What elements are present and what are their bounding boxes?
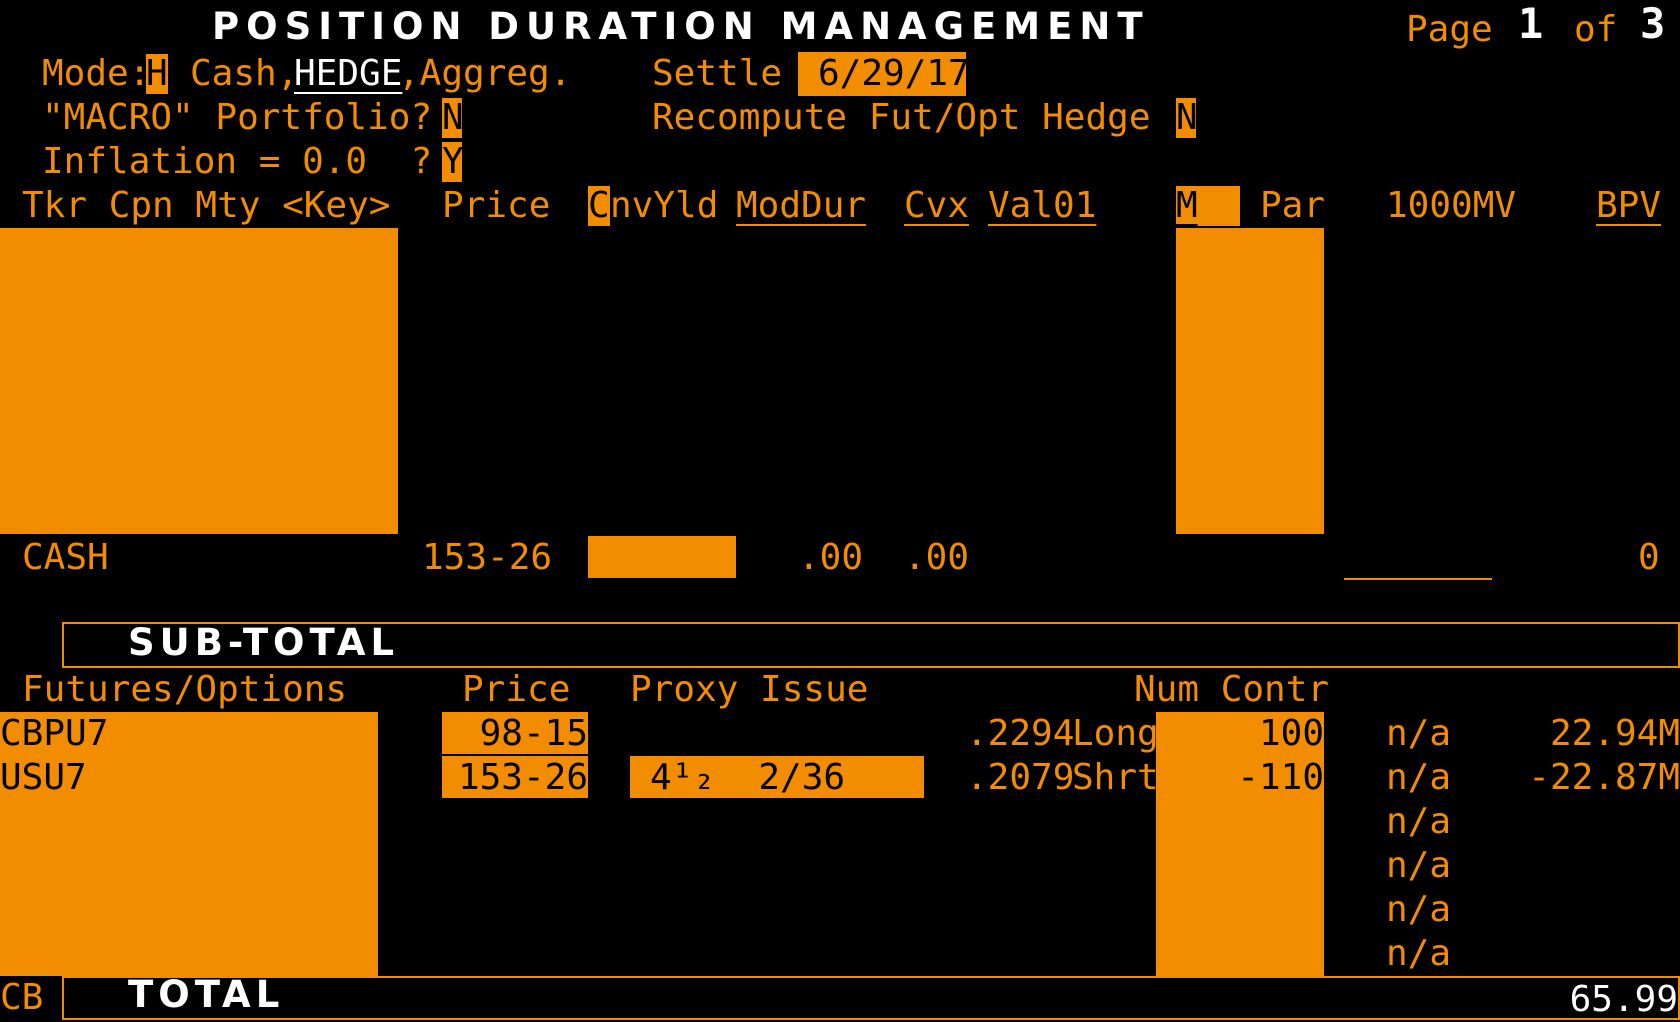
col-header-par: Par (1260, 185, 1326, 226)
page-total: 3 (1640, 0, 1666, 48)
futures-row-2-ratio: .2079 (966, 757, 1075, 798)
total-value: 65.99 (1569, 979, 1678, 1020)
futures-row-2-proxy: 4¹₂ 2/36 (650, 757, 846, 798)
page-title: POSITION DURATION MANAGEMENT (212, 5, 1150, 48)
col-header-price: Price (442, 185, 551, 226)
futures-row-1-contracts: 100 (1258, 713, 1324, 754)
futures-row-2-ticker: USU7 (0, 757, 87, 798)
footer-prefix: CB (0, 977, 44, 1018)
futures-row-2-price: 153-26 (457, 757, 588, 798)
subtotal-box (62, 622, 1680, 668)
macro-label: "MACRO" Portfolio? (42, 97, 433, 138)
recompute-field[interactable]: N (1176, 97, 1198, 138)
cash-row-price: 153-26 (422, 537, 553, 578)
m-field[interactable]: M (1176, 185, 1198, 226)
proxy-issue-field[interactable] (630, 756, 924, 798)
m-field-bg (1176, 186, 1240, 226)
futures-price-field-1[interactable] (442, 712, 588, 754)
futures-row-4-mv: n/a (1386, 845, 1452, 886)
mode-option-hedge: HEDGE (294, 53, 403, 94)
futures-row-3-mv: n/a (1386, 801, 1452, 842)
futures-row-1-price: 98-15 (479, 713, 588, 754)
par-input-area[interactable] (1176, 228, 1324, 534)
cash-row-name: CASH (22, 537, 109, 578)
page-number: 1 (1518, 0, 1544, 48)
mode-option-aggreg: ,Aggreg. (398, 53, 572, 94)
col-header-cnvyld: nvYld (610, 185, 719, 226)
col-header-bpv[interactable]: BPV (1596, 185, 1662, 226)
futures-row-1-ticker: CBPU7 (0, 713, 109, 754)
col-header-val01[interactable]: Val01 (988, 185, 1097, 226)
futures-row-2-contracts: -110 (1237, 757, 1324, 798)
futures-row-1-ratio: .2294 (966, 713, 1075, 754)
mode-field-bg (146, 54, 168, 94)
macro-field[interactable]: N (442, 97, 464, 138)
subtotal-label: SUB-TOTAL (128, 621, 400, 664)
futures-row-1-mv: n/a (1386, 713, 1452, 754)
futures-row-5-mv: n/a (1386, 889, 1452, 930)
futures-row-1-side: Long (1072, 713, 1159, 754)
cash-mv-underline (1344, 578, 1492, 580)
col-header-moddur[interactable]: ModDur (736, 185, 867, 226)
total-label: TOTAL (128, 973, 285, 1016)
cash-cnvyld-field[interactable] (588, 536, 736, 578)
recompute-label: Recompute Fut/Opt Hedge (652, 97, 1151, 138)
col-header-cvx[interactable]: Cvx (904, 185, 970, 226)
settle-field[interactable]: 6/29/17 (818, 53, 970, 94)
cnvyld-toggle-bg (588, 186, 610, 226)
macro-field-bg (442, 98, 462, 138)
futures-header-price: Price (462, 669, 571, 710)
settle-label: Settle (652, 53, 783, 94)
inflation-field-bg (442, 142, 462, 182)
futures-row-1-bpv: 22.94M (1549, 713, 1680, 754)
cash-row-bpv: 0 (1638, 537, 1660, 578)
futures-row-2-bpv: -22.87M (1528, 757, 1680, 798)
page-of-label: of (1574, 9, 1618, 50)
futures-ticker-area[interactable] (0, 712, 378, 976)
col-header-1000mv: 1000MV (1386, 185, 1517, 226)
mode-option-cash: Cash, (190, 53, 299, 94)
mode-label: Mode: (42, 53, 151, 94)
col-header-tkr: Tkr Cpn Mty <Key> (22, 185, 391, 226)
futures-row-2-mv: n/a (1386, 757, 1452, 798)
futures-header-name: Futures/Options (22, 669, 348, 710)
futures-header-proxy: Proxy Issue (630, 669, 869, 710)
inflation-field[interactable]: Y (442, 141, 464, 182)
recompute-field-bg (1176, 98, 1196, 138)
futures-price-field-2[interactable] (442, 756, 588, 798)
settle-field-bg (798, 52, 966, 96)
ticker-input-area[interactable] (0, 228, 398, 534)
futures-row-2-side: Shrt (1072, 757, 1159, 798)
mode-field[interactable]: H (146, 53, 168, 94)
total-box (62, 976, 1680, 1020)
cash-row-moddur: .00 (798, 537, 864, 578)
cnvyld-toggle[interactable]: C (588, 185, 610, 226)
cash-row-cvx: .00 (904, 537, 970, 578)
inflation-label: Inflation = 0.0 ? (42, 141, 433, 182)
futures-header-num: Num Contr (1134, 669, 1330, 710)
page-label: Page (1406, 9, 1493, 50)
futures-contracts-area[interactable] (1156, 712, 1324, 976)
futures-row-6-mv: n/a (1386, 933, 1452, 974)
